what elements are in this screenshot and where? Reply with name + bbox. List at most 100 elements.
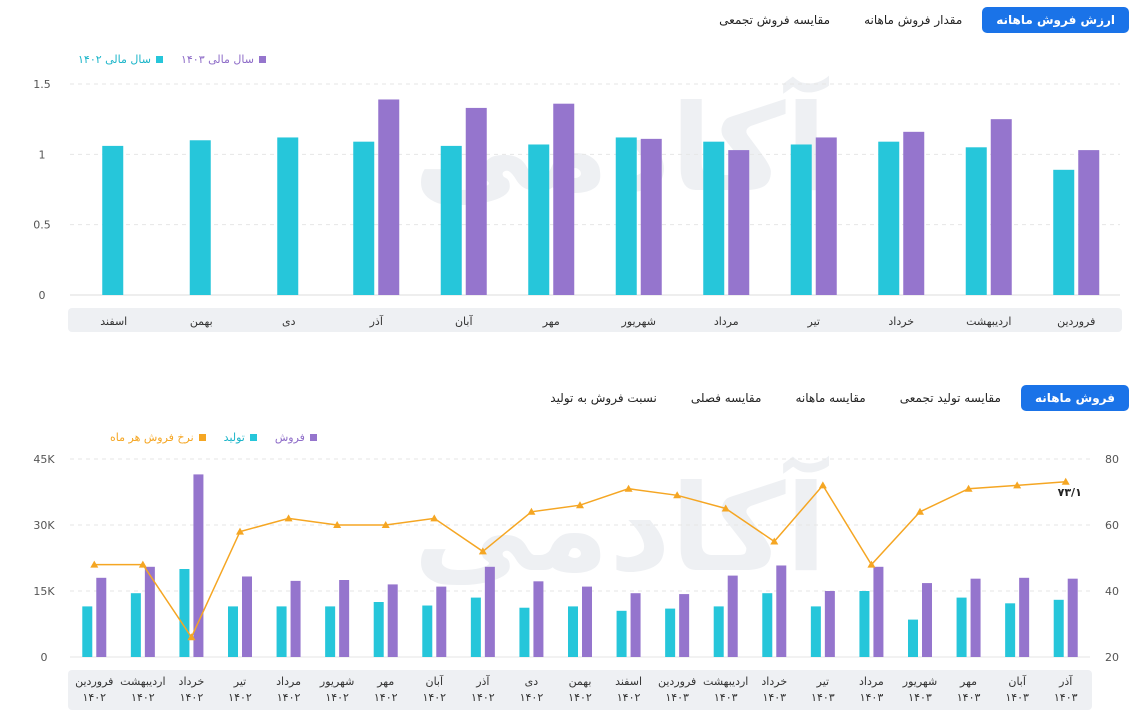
bar-sales [96,577,107,657]
x-tick-label-year: ۱۴۰۳ [957,691,981,704]
x-tick-label: اسفند [100,315,127,328]
x-tick-label: فروردین [658,675,696,688]
x-tick-label: دی [282,315,296,328]
x-tick-label-year: ۱۴۰۲ [131,691,155,704]
x-tick-label: تیر [816,675,829,688]
legend-rate[interactable]: نرخ فروش هر ماه [110,431,206,444]
bar-production [422,605,433,657]
x-tick-label: بهمن [190,315,213,328]
tab-seasonal-comparison[interactable]: مقایسه فصلی [690,391,762,405]
legend-label: سال مالی ۱۴۰۲ [78,53,151,66]
y-tick-label: 0 [39,289,46,302]
legend-swatch-purple [258,56,266,63]
x-tick-label: شهریور [902,675,937,688]
bar-1402 [790,144,812,295]
x-tick-label-year: ۱۴۰۳ [714,691,738,704]
tab-monthly-sales-value[interactable]: ارزش فروش ماهانه [982,7,1129,33]
x-tick-label: فروردین [75,675,113,688]
bar-1402 [615,137,637,295]
bar-1403 [990,119,1012,295]
x-tick-label: آبان [1008,674,1026,688]
legend-1402[interactable]: سال مالی ۱۴۰۲ [78,53,163,66]
rate-marker [1061,477,1070,485]
bar-1402 [102,145,124,295]
rate-marker [867,560,876,568]
bar-sales [873,566,884,657]
x-tick-label-year: ۱۴۰۲ [277,691,301,704]
rate-marker [381,521,390,528]
bar-production [713,606,724,657]
bar-1402 [528,144,550,295]
x-tick-label: آذر [475,674,490,688]
tab-monthly-sales-quantity[interactable]: مقدار فروش ماهانه [864,13,963,27]
x-tick-label: اردیبهشت [966,315,1011,328]
bar-production [956,597,967,657]
bar-production [762,593,773,657]
x-tick-label: آبان [455,314,473,328]
x-tick-label-year: ۱۴۰۳ [1005,691,1029,704]
bar-sales [436,586,447,657]
bar-production [82,606,93,657]
x-tick-label-year: ۱۴۰۲ [520,691,544,704]
bar-production [616,610,627,657]
bar-1403 [903,131,925,295]
y-tick-label-right: 20 [1105,651,1119,664]
x-axis-band [68,670,1092,710]
y-tick-label-left: 15K [33,585,55,598]
legend-label: نرخ فروش هر ماه [110,431,194,444]
bar-sales [630,593,641,657]
bar-1402 [1053,169,1075,295]
bar-1403 [1078,150,1100,295]
rate-marker [818,481,827,489]
x-axis-band [68,308,1122,332]
x-tick-label-year: ۱۴۰۲ [422,691,446,704]
rate-marker [284,514,293,522]
tab-cumulative-production[interactable]: مقایسه تولید تجمعی [899,391,1001,405]
bar-sales [970,578,981,657]
legend-label: تولید [223,431,245,444]
bar-production [859,591,870,657]
rate-marker [187,633,196,641]
x-tick-label: مرداد [714,315,739,328]
tab-monthly-comparison[interactable]: مقایسه ماهانه [795,391,866,405]
bar-1403 [553,103,575,295]
bar-sales [339,580,350,657]
bar-1403 [378,99,400,296]
bar-production [228,606,238,657]
tab-sales-to-production[interactable]: نسبت فروش به تولید [550,391,657,405]
x-tick-label: بهمن [569,675,592,688]
x-tick-label: شهریور [621,315,656,328]
tab-cumulative-sales[interactable]: مقایسه فروش تجمعی [719,13,831,27]
legend-swatch-purple [309,434,317,441]
last-value-label: ۷۳/۱ [1058,486,1082,499]
rate-marker [1013,481,1022,489]
x-tick-label: خرداد [761,675,787,688]
bar-production [373,602,384,657]
x-tick-label-year: ۱۴۰۳ [762,691,786,704]
legend-1403[interactable]: سال مالی ۱۴۰۳ [181,53,266,66]
top-tabs: ارزش فروش ماهانه مقدار فروش ماهانه مقایس… [705,7,1129,33]
top-legend: سال مالی ۱۴۰۳ سال مالی ۱۴۰۲ [78,53,266,66]
y-tick-label-right: 40 [1105,585,1119,598]
bar-sales [582,586,592,657]
x-tick-label-year: ۱۴۰۲ [82,691,106,704]
bar-1403 [815,137,837,295]
tab-monthly-sales[interactable]: فروش ماهانه [1020,385,1129,411]
legend-production[interactable]: تولید [224,431,257,444]
bar-production [908,619,918,657]
y-tick-label-right: 60 [1105,519,1119,532]
x-tick-label-year: ۱۴۰۳ [665,691,689,704]
bar-1402 [440,145,462,295]
x-tick-label-year: ۱۴۰۳ [1054,691,1078,704]
legend-sales[interactable]: فروش [275,431,317,444]
bar-sales [290,580,301,657]
bar-1402 [703,141,725,295]
rate-marker [333,521,342,528]
x-tick-label: اردیبهشت [703,675,748,688]
x-tick-label-year: ۱۴۰۳ [860,691,884,704]
bar-production [325,606,336,657]
x-tick-label: اسفند [615,675,642,688]
y-tick-label: 1.5 [33,78,51,91]
bottom-tabs: فروش ماهانه مقایسه تولید تجمعی مقایسه ما… [536,385,1129,411]
bar-sales [533,581,544,657]
